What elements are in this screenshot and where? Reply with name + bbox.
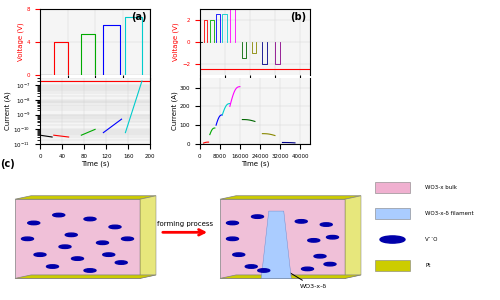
Circle shape xyxy=(233,253,245,256)
X-axis label: Time (s): Time (s) xyxy=(81,160,110,167)
Circle shape xyxy=(308,239,320,242)
Circle shape xyxy=(122,237,134,241)
Polygon shape xyxy=(220,275,361,278)
Polygon shape xyxy=(220,196,361,199)
Polygon shape xyxy=(140,196,156,278)
Text: V´´O: V´´O xyxy=(425,237,438,242)
Circle shape xyxy=(46,265,58,268)
Y-axis label: Voltage (V): Voltage (V) xyxy=(18,22,24,61)
Y-axis label: Current (A): Current (A) xyxy=(4,92,10,130)
Circle shape xyxy=(103,253,115,256)
Circle shape xyxy=(320,223,332,226)
Circle shape xyxy=(226,221,238,225)
Circle shape xyxy=(84,269,96,272)
Circle shape xyxy=(226,237,238,241)
Circle shape xyxy=(34,253,46,256)
Y-axis label: Voltage (V): Voltage (V) xyxy=(172,22,179,61)
Text: WO3-x-δ filament: WO3-x-δ filament xyxy=(425,211,474,216)
Circle shape xyxy=(28,221,40,225)
Circle shape xyxy=(53,213,65,217)
Circle shape xyxy=(109,225,121,229)
Polygon shape xyxy=(15,275,156,278)
Circle shape xyxy=(72,257,84,260)
Circle shape xyxy=(324,262,336,266)
Circle shape xyxy=(59,245,71,248)
Circle shape xyxy=(302,267,314,271)
Circle shape xyxy=(295,220,307,223)
Circle shape xyxy=(245,265,257,268)
Text: (b): (b) xyxy=(290,12,306,22)
Circle shape xyxy=(380,236,405,243)
Circle shape xyxy=(258,269,270,272)
Circle shape xyxy=(22,237,34,241)
FancyBboxPatch shape xyxy=(375,260,410,271)
Circle shape xyxy=(314,254,326,258)
Text: WO3-x-δ: WO3-x-δ xyxy=(286,270,327,290)
Polygon shape xyxy=(15,199,140,278)
Polygon shape xyxy=(345,196,361,278)
Circle shape xyxy=(84,217,96,221)
Polygon shape xyxy=(15,196,156,199)
Circle shape xyxy=(66,233,78,237)
Circle shape xyxy=(326,236,338,239)
Polygon shape xyxy=(261,211,291,278)
Circle shape xyxy=(96,241,108,244)
Polygon shape xyxy=(220,199,345,278)
X-axis label: Time (s): Time (s) xyxy=(240,160,269,167)
Text: WO3-x bulk: WO3-x bulk xyxy=(425,185,457,190)
Text: Pt: Pt xyxy=(425,263,430,268)
Y-axis label: Current (A): Current (A) xyxy=(172,92,178,130)
FancyBboxPatch shape xyxy=(375,208,410,219)
FancyBboxPatch shape xyxy=(375,182,410,194)
Circle shape xyxy=(252,215,264,218)
Text: (a): (a) xyxy=(132,12,147,22)
Text: forming process: forming process xyxy=(157,220,213,226)
Text: (c): (c) xyxy=(0,159,15,169)
Circle shape xyxy=(115,261,127,264)
